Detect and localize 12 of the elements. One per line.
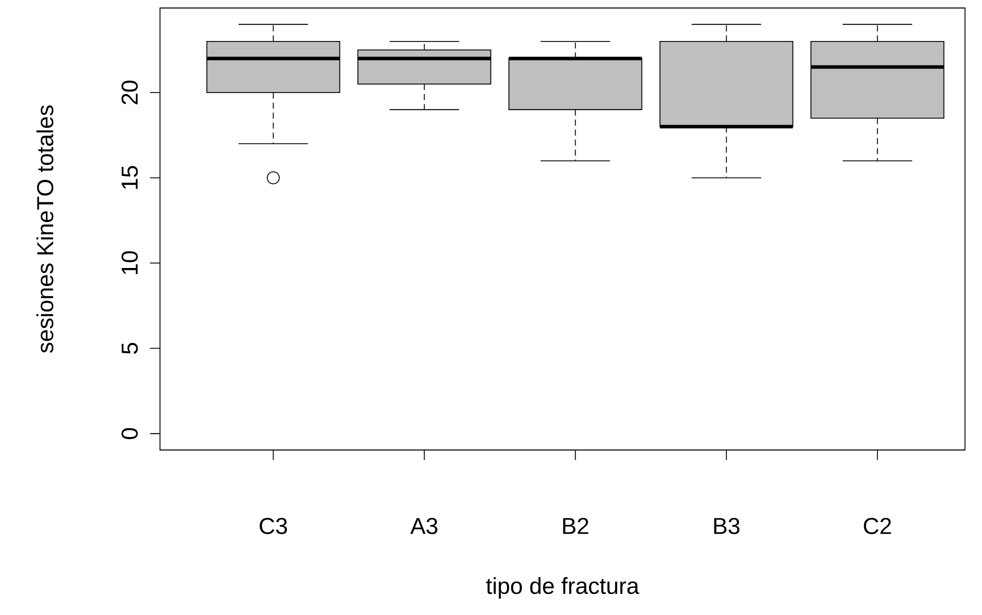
x-axis-title: tipo de fractura xyxy=(486,577,640,599)
y-axis-title: sesiones KineTO totales xyxy=(36,105,54,353)
x-tick-label: C2 xyxy=(864,518,891,534)
y-tick-label: 20 xyxy=(122,80,138,104)
x-tick-label: B3 xyxy=(714,518,740,534)
y-tick-label: 5 xyxy=(122,342,138,354)
x-tick-label: B2 xyxy=(563,518,588,534)
x-tick-label: C3 xyxy=(260,518,287,534)
x-tick-label: A3 xyxy=(410,518,438,534)
y-tick-label: 0 xyxy=(122,428,138,440)
y-tick-label: 10 xyxy=(122,251,138,274)
y-tick-label: 15 xyxy=(122,166,138,189)
